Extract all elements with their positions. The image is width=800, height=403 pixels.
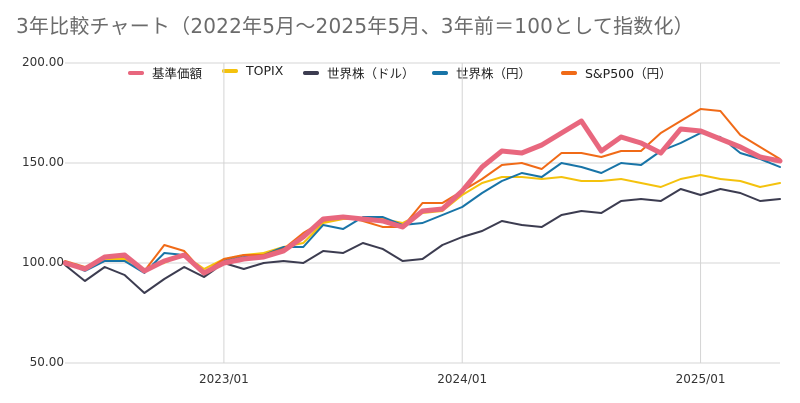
series-line (64, 188, 781, 294)
x-tick-label: 2024/01 (437, 372, 488, 386)
y-tick-label: 100.00 (22, 255, 64, 269)
legend: 基準価額 TOPIX 世界株（ドル） 世界株（円） S&P500（円） (0, 63, 800, 85)
legend-label: 基準価額 (152, 66, 203, 81)
legend-swatch (432, 70, 448, 75)
y-tick-label: 150.00 (22, 155, 64, 169)
legend-item: TOPIX (222, 63, 283, 78)
legend-swatch (303, 70, 319, 75)
legend-label: 世界株（ドル） (327, 66, 415, 81)
legend-item: 世界株（ドル） (303, 63, 415, 82)
y-tick-label: 50.00 (29, 355, 64, 369)
legend-swatch (561, 70, 577, 75)
legend-item: 世界株（円） (432, 63, 531, 82)
legend-label: TOPIX (246, 63, 284, 78)
legend-label: S&P500（円） (585, 66, 672, 81)
series-line (64, 108, 781, 274)
x-tick-label: 2023/01 (198, 372, 249, 386)
series-line (62, 118, 783, 276)
y-tick-label: 200.00 (22, 55, 64, 69)
legend-item: 基準価額 (128, 63, 202, 82)
chart-title: 3年比較チャート（2022年5月～2025年5月、3年前＝100として指数化） (16, 14, 694, 38)
legend-swatch (222, 68, 238, 73)
x-tick-label: 2025/01 (675, 372, 726, 386)
legend-swatch (128, 70, 144, 75)
legend-label: 世界株（円） (456, 66, 532, 81)
legend-item: S&P500（円） (561, 63, 672, 82)
